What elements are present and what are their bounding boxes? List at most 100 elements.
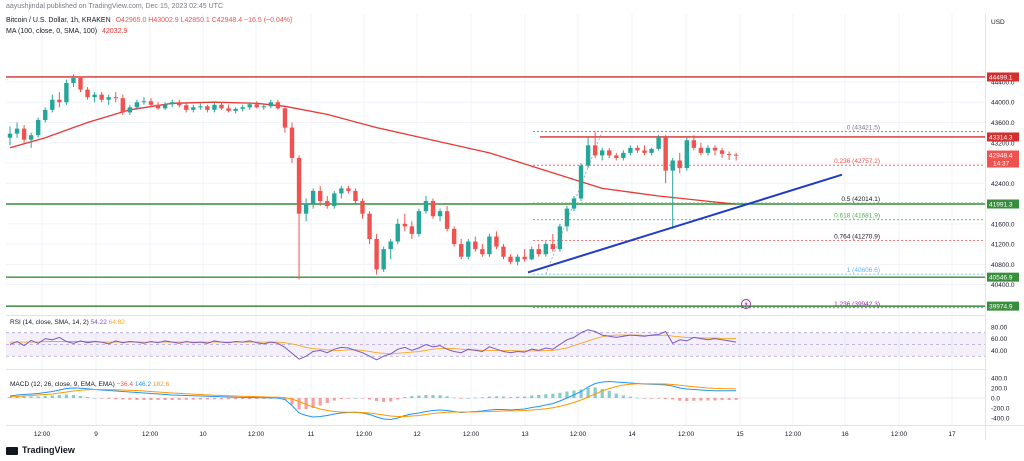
candle xyxy=(522,249,527,262)
macd-histogram-bar xyxy=(346,398,350,399)
macd-histogram-bar xyxy=(417,395,421,398)
rsi-band xyxy=(6,332,985,357)
time-axis-tick: 15 xyxy=(736,431,744,438)
horizontal-levels xyxy=(6,76,985,307)
rsi-legend-value: 54.22 xyxy=(91,319,109,326)
candle xyxy=(184,102,189,113)
candle xyxy=(592,131,598,158)
price-axis-tick: 40800.0 xyxy=(991,262,1015,269)
candle-body xyxy=(21,128,27,140)
candle-body xyxy=(332,193,337,207)
macd-histogram-bar xyxy=(424,395,428,398)
time-axis-tick: 9 xyxy=(94,431,98,438)
candle-body xyxy=(726,153,732,155)
candle xyxy=(92,92,97,103)
candle-body xyxy=(684,140,689,169)
candle-body xyxy=(705,147,711,153)
macd-axis-tick: 400.0 xyxy=(991,376,1008,383)
time-axis-tick: 12:00 xyxy=(785,431,802,438)
candle-body xyxy=(92,94,97,98)
macd-histogram-bar xyxy=(642,398,647,399)
candle xyxy=(550,233,556,252)
price-axis-tick: 41200.0 xyxy=(991,242,1015,249)
candle xyxy=(162,102,168,110)
candle xyxy=(325,195,330,209)
level-price-badge xyxy=(987,301,1019,311)
time-axis-tick: 12:00 xyxy=(463,431,480,438)
candle xyxy=(71,74,76,88)
macd-histogram-bar xyxy=(304,398,308,409)
candle xyxy=(43,107,48,123)
candle xyxy=(332,190,337,209)
macd-histogram-bar xyxy=(15,396,19,398)
candle-body xyxy=(557,226,563,250)
candle xyxy=(487,233,492,257)
level-price-badge xyxy=(987,132,1019,142)
candle xyxy=(120,94,125,115)
candle-body xyxy=(670,160,675,171)
candle xyxy=(508,254,513,265)
tradingview-brand[interactable]: TradingView xyxy=(6,445,75,455)
macd-histogram-bar xyxy=(734,398,738,400)
price-axis-tick: 44000.0 xyxy=(991,100,1015,107)
macd-histogram-bar xyxy=(135,398,139,400)
macd-histogram-bar xyxy=(332,398,336,401)
candle xyxy=(205,104,210,113)
candle xyxy=(430,198,436,219)
macd-histogram-bar xyxy=(219,398,224,400)
candle-body xyxy=(148,101,154,105)
macd-histogram-bar xyxy=(212,398,217,400)
macd-histogram-bar xyxy=(382,398,386,402)
macd-histogram-bar xyxy=(544,394,548,398)
price-axis-tick: 40400.0 xyxy=(991,282,1015,289)
candle-body xyxy=(198,106,203,108)
macd-histogram-bar xyxy=(290,398,294,405)
candle-body xyxy=(691,140,697,148)
macd-histogram-bar xyxy=(50,395,54,398)
candle-body xyxy=(318,190,323,202)
macd-histogram-bar xyxy=(241,398,245,400)
ma-legend: MA (100, close, 0, SMA, 100) 42032.9 xyxy=(6,28,127,35)
time-axis-tick: 16 xyxy=(841,431,849,438)
macd-histogram-bar xyxy=(248,398,252,400)
candle-body xyxy=(233,108,238,111)
candle-body xyxy=(134,102,140,108)
candle xyxy=(113,92,118,103)
candle xyxy=(444,206,450,232)
candle xyxy=(726,151,732,160)
macd-histogram-bar xyxy=(128,398,132,400)
candle-body xyxy=(303,203,309,214)
macd-histogram-bar xyxy=(114,398,118,400)
candle-body xyxy=(346,188,351,191)
candle xyxy=(141,97,147,105)
candle-body xyxy=(268,102,274,107)
candle xyxy=(57,92,62,108)
candle xyxy=(268,99,274,109)
candle-body xyxy=(600,150,605,156)
candle xyxy=(353,188,358,204)
candle xyxy=(134,99,140,110)
candle xyxy=(607,147,612,158)
macd-histogram-bar xyxy=(445,396,449,398)
candle-body xyxy=(367,213,372,240)
time-axis-tick: 11 xyxy=(308,431,315,438)
candle xyxy=(712,145,718,156)
candle-body xyxy=(240,107,245,109)
candle-body xyxy=(57,99,62,103)
candle xyxy=(360,198,365,219)
macd-histogram-bar xyxy=(558,392,562,398)
macd-axis-tick: 200.0 xyxy=(991,386,1008,393)
candle-body xyxy=(487,236,492,255)
symbol-title: Bitcoin / U.S. Dollar, 1h, KRAKEN xyxy=(6,17,111,24)
candle xyxy=(78,76,83,93)
candle xyxy=(36,117,41,138)
macd-indicator: MACD (12, 26, close, 9, EMA, EMA) −36.4 … xyxy=(6,376,1010,423)
macd-histogram-bar xyxy=(508,397,513,398)
candle-body xyxy=(656,137,661,149)
candle xyxy=(691,135,697,151)
candle xyxy=(459,239,464,260)
candle xyxy=(148,98,154,108)
macd-histogram-bar xyxy=(480,397,484,398)
price-axis-tick: 41600.0 xyxy=(991,221,1015,228)
